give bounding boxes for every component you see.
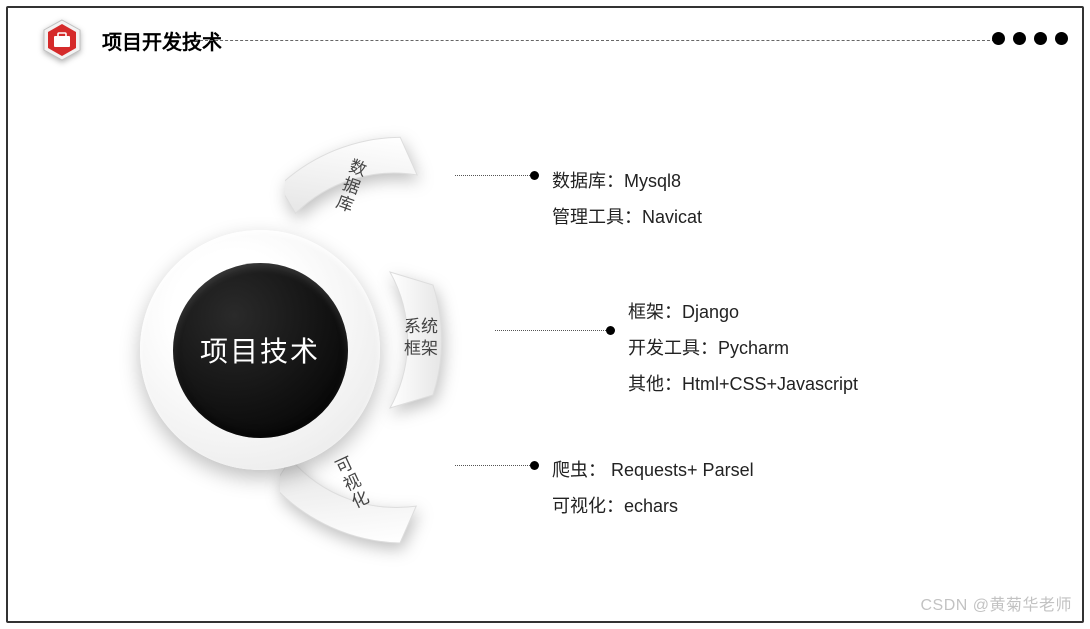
info-item: 爬虫： Requests+ Parsel (552, 452, 754, 488)
info-label: 开发工具： (628, 338, 718, 358)
info-label: 爬虫： (552, 460, 606, 480)
dot-icon (1055, 32, 1068, 45)
info-item: 其他：Html+CSS+Javascript (628, 366, 858, 402)
info-value: Mysql8 (624, 171, 681, 191)
petal-framework-label: 系统 框架 (404, 316, 438, 360)
connector-line (495, 330, 610, 331)
info-item: 数据库：Mysql8 (552, 163, 702, 199)
tech-diagram: 数据库 系统 框架 可视化 项目技术 (120, 130, 500, 550)
info-label: 管理工具： (552, 207, 642, 227)
info-value: Navicat (642, 207, 702, 227)
info-label: 其他： (628, 374, 682, 394)
info-item: 开发工具：Pycharm (628, 330, 858, 366)
info-value: Pycharm (718, 338, 789, 358)
center-label: 项目技术 (200, 330, 320, 370)
info-value: Html+CSS+Javascript (682, 374, 858, 394)
info-block-database: 数据库：Mysql8管理工具：Navicat (552, 163, 702, 235)
info-item: 可视化：echars (552, 488, 754, 524)
header-divider (195, 40, 1000, 41)
connector-dot (530, 171, 539, 180)
connector-line (455, 465, 534, 466)
info-value: Requests+ Parsel (606, 460, 754, 480)
dot-icon (1013, 32, 1026, 45)
connector-line (455, 175, 534, 176)
info-label: 可视化： (552, 496, 624, 516)
info-value: Django (682, 302, 739, 322)
info-label: 框架： (628, 302, 682, 322)
info-label: 数据库： (552, 171, 624, 191)
info-item: 框架：Django (628, 294, 858, 330)
connector-dot (530, 461, 539, 470)
center-core: 项目技术 (173, 263, 348, 438)
dot-icon (1034, 32, 1047, 45)
info-block-visualization: 爬虫： Requests+ Parsel可视化：echars (552, 452, 754, 524)
watermark: CSDN @黄菊华老师 (920, 591, 1072, 615)
connector-dot (606, 326, 615, 335)
info-item: 管理工具：Navicat (552, 199, 702, 235)
info-value: echars (624, 496, 678, 516)
dot-icon (992, 32, 1005, 45)
briefcase-icon (40, 18, 84, 62)
header-dots (992, 32, 1068, 45)
info-block-framework: 框架：Django开发工具：Pycharm其他：Html+CSS+Javascr… (628, 294, 858, 402)
center-ring: 项目技术 (140, 230, 380, 470)
